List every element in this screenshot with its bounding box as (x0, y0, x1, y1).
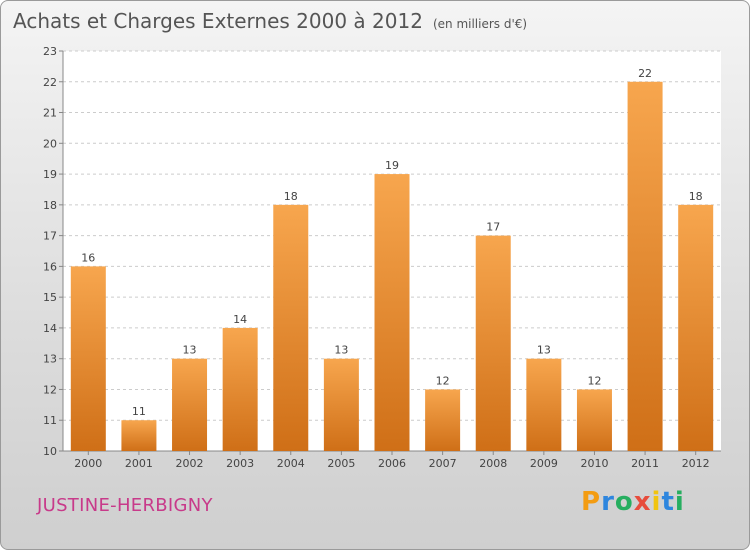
bar-2001 (121, 420, 157, 451)
data-label-2006: 19 (385, 159, 399, 172)
y-tick-label: 16 (43, 260, 57, 273)
bar-2010 (576, 389, 612, 451)
bar-2004 (273, 204, 309, 451)
logo-letter: i (674, 487, 685, 517)
x-tick-label-2002: 2002 (176, 457, 204, 470)
chart-subtitle: (en milliers d'€) (432, 17, 528, 31)
x-tick-label-2008: 2008 (479, 457, 507, 470)
x-tick-label-2009: 2009 (530, 457, 558, 470)
logo-letter: x (633, 487, 652, 517)
x-tick-label-2004: 2004 (277, 457, 305, 470)
bar-2011 (627, 81, 663, 452)
x-tick-label-2007: 2007 (429, 457, 457, 470)
y-tick-label: 15 (43, 291, 57, 304)
y-tick-label: 18 (43, 199, 57, 212)
bar-2012 (678, 204, 714, 451)
logo-letter: o (614, 487, 634, 517)
data-label-2012: 18 (689, 190, 703, 203)
data-label-2009: 13 (537, 344, 551, 357)
y-tick-label: 12 (43, 383, 57, 396)
data-label-2002: 13 (183, 344, 197, 357)
y-tick-label: 11 (43, 414, 57, 427)
logo-letter: t (661, 487, 675, 517)
x-tick-label-2012: 2012 (682, 457, 710, 470)
y-tick-label: 19 (43, 168, 57, 181)
data-label-2010: 12 (587, 374, 601, 387)
logo-letter: i (651, 487, 662, 517)
bar-2006 (374, 174, 410, 452)
proxiti-logo: Proxiti (581, 487, 685, 517)
data-label-2001: 11 (132, 405, 146, 418)
data-label-2003: 14 (233, 313, 247, 326)
location-label: JUSTINE-HERBIGNY (37, 495, 213, 516)
x-tick-label-2011: 2011 (631, 457, 659, 470)
data-label-2007: 12 (436, 374, 450, 387)
bar-2007 (425, 389, 461, 451)
bar-2000 (70, 266, 106, 451)
x-tick-label-2003: 2003 (226, 457, 254, 470)
y-tick-label: 13 (43, 353, 57, 366)
y-tick-label: 20 (43, 137, 57, 150)
logo-letter: P (581, 487, 602, 517)
y-tick-label: 14 (43, 322, 57, 335)
y-tick-label: 10 (43, 445, 57, 458)
bar-2002 (172, 358, 208, 451)
x-tick-label-2001: 2001 (125, 457, 153, 470)
bar-2009 (526, 358, 562, 451)
bar-2005 (323, 358, 359, 451)
chart-title: Achats et Charges Externes 2000 à 2012 (e… (13, 9, 527, 33)
data-label-2005: 13 (334, 344, 348, 357)
y-tick-label: 21 (43, 107, 57, 120)
x-tick-label-2006: 2006 (378, 457, 406, 470)
data-label-2011: 22 (638, 67, 652, 80)
bar-2003 (222, 327, 258, 451)
bar-2008 (475, 235, 511, 451)
x-tick-label-2010: 2010 (580, 457, 608, 470)
x-tick-label-2000: 2000 (74, 457, 102, 470)
y-tick-label: 23 (43, 45, 57, 58)
chart-title-text: Achats et Charges Externes 2000 à 2012 (13, 9, 423, 33)
logo-letter: r (601, 487, 615, 517)
data-label-2008: 17 (486, 221, 500, 234)
x-tick-label-2005: 2005 (327, 457, 355, 470)
y-tick-label: 22 (43, 76, 57, 89)
data-label-2000: 16 (81, 251, 95, 264)
data-label-2004: 18 (284, 190, 298, 203)
y-tick-label: 17 (43, 230, 57, 243)
